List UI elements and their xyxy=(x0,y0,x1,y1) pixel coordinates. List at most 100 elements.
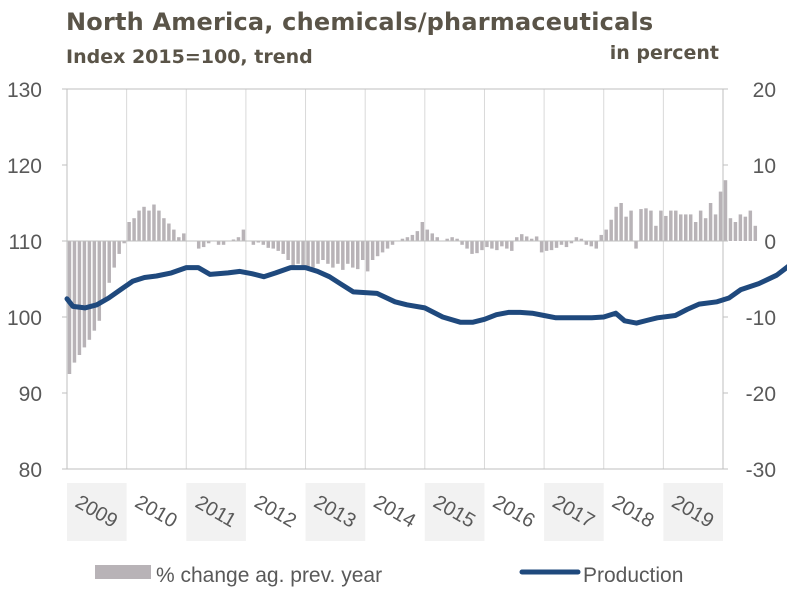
percent-change-bar xyxy=(142,206,146,241)
percent-change-bar xyxy=(733,222,738,241)
percent-change-bar xyxy=(365,241,370,272)
percent-change-bar xyxy=(266,241,271,248)
percent-change-bar xyxy=(753,225,758,241)
percent-change-bar xyxy=(579,238,584,241)
percent-change-bar xyxy=(430,233,435,241)
percent-change-bar xyxy=(619,203,623,241)
percent-change-bar xyxy=(281,241,285,254)
percent-change-bar xyxy=(107,241,111,283)
percent-change-bar xyxy=(664,215,668,241)
percent-change-bar xyxy=(370,241,375,260)
percent-change-bar xyxy=(490,241,494,249)
right-axis-tick-label: -10 xyxy=(746,307,776,330)
percent-change-bar xyxy=(654,225,658,241)
year-label: 2018 xyxy=(608,491,658,532)
x-axis-year-labels: 2009 2010 2011 2012 2013 2014 2015 2016 2017 2018… xyxy=(72,491,718,532)
left-axis-ticks: 80 90 100 110 120 130 xyxy=(7,79,67,482)
year-band xyxy=(544,483,604,541)
percent-change-bar xyxy=(435,237,439,241)
percent-change-bar xyxy=(534,236,539,241)
percent-change-bar xyxy=(380,241,385,253)
chart-title: North America, chemicals/pharmaceuticals xyxy=(66,8,654,36)
percent-change-bar xyxy=(713,214,718,241)
percent-change-bar xyxy=(644,208,648,241)
grid-lines xyxy=(126,89,664,469)
percent-change-bar xyxy=(420,222,425,241)
percent-change-bar xyxy=(206,241,211,244)
percent-change-bar xyxy=(147,210,151,241)
percent-change-bar xyxy=(614,206,618,241)
left-axis-tick-label: 80 xyxy=(19,459,42,482)
percent-change-bar xyxy=(703,218,708,241)
percent-change-bar xyxy=(67,241,72,374)
percent-change-bar xyxy=(674,210,678,241)
year-band xyxy=(424,483,485,541)
percent-change-bar xyxy=(529,238,534,241)
percent-change-bar xyxy=(589,241,594,247)
percent-change-bar xyxy=(495,241,499,251)
percent-change-bars xyxy=(67,180,758,374)
percent-change-bar xyxy=(718,191,723,241)
plot-frame xyxy=(66,88,724,470)
percent-change-bar xyxy=(291,241,295,267)
percent-change-bar xyxy=(251,241,256,245)
percent-change-bar xyxy=(450,237,454,241)
percent-change-bar xyxy=(162,218,166,241)
percent-change-bar xyxy=(445,238,449,241)
percent-change-bar xyxy=(301,241,305,270)
left-axis-tick-label: 130 xyxy=(7,79,42,102)
percent-change-bar xyxy=(390,241,395,245)
percent-change-bar xyxy=(351,241,355,268)
percent-change-bar xyxy=(688,214,693,241)
percent-change-bar xyxy=(569,241,574,244)
percent-change-bar xyxy=(201,241,206,248)
percent-change-bar xyxy=(584,241,589,245)
percent-change-bar xyxy=(102,241,107,302)
percent-change-bar xyxy=(341,241,345,270)
year-band xyxy=(67,483,127,541)
percent-change-bar xyxy=(599,234,603,241)
percent-change-bar xyxy=(221,241,226,245)
percent-change-bar xyxy=(236,237,241,241)
percent-change-bar xyxy=(241,229,246,241)
percent-change-bar xyxy=(748,210,753,241)
percent-change-bar xyxy=(276,241,280,251)
percent-change-bar xyxy=(127,222,131,241)
percent-change-bar xyxy=(708,203,713,241)
percent-change-bar xyxy=(604,229,608,241)
percent-change-bar xyxy=(634,241,638,249)
percent-change-bar xyxy=(375,241,380,257)
year-label: 2010 xyxy=(131,491,181,532)
percent-change-bar xyxy=(316,241,320,264)
right-axis-tick-label: 20 xyxy=(753,79,776,102)
percent-change-bar xyxy=(594,241,599,249)
percent-change-bar xyxy=(629,210,633,241)
legend-bars-swatch xyxy=(95,565,151,579)
percent-change-bar xyxy=(475,241,479,254)
percent-change-bar xyxy=(693,222,698,241)
year-label: 2012 xyxy=(250,491,300,532)
percent-change-bar xyxy=(465,241,469,249)
percent-change-bar xyxy=(500,241,504,247)
plot-border xyxy=(66,88,724,470)
production-line xyxy=(64,264,787,326)
percent-change-bar xyxy=(698,210,703,241)
right-axis-unit-label: in percent xyxy=(609,42,719,64)
percent-change-bar xyxy=(415,231,420,241)
percent-change-bar xyxy=(87,241,92,340)
percent-change-bar xyxy=(549,241,554,251)
percent-change-bar xyxy=(231,239,236,241)
percent-change-bar xyxy=(336,241,340,264)
percent-change-bar xyxy=(649,210,653,241)
left-axis-tick-label: 90 xyxy=(19,383,42,406)
percent-change-bar xyxy=(122,241,126,244)
left-axis-tick-label: 120 xyxy=(7,155,42,178)
right-axis-ticks: -30 -20 -10 0 10 20 xyxy=(723,79,776,482)
percent-change-bar xyxy=(410,234,415,241)
legend-line-label: Production xyxy=(583,564,683,587)
year-band xyxy=(663,483,723,541)
percent-change-bar xyxy=(331,241,335,268)
percent-change-bar xyxy=(738,214,743,241)
percent-change-bar xyxy=(505,241,509,249)
